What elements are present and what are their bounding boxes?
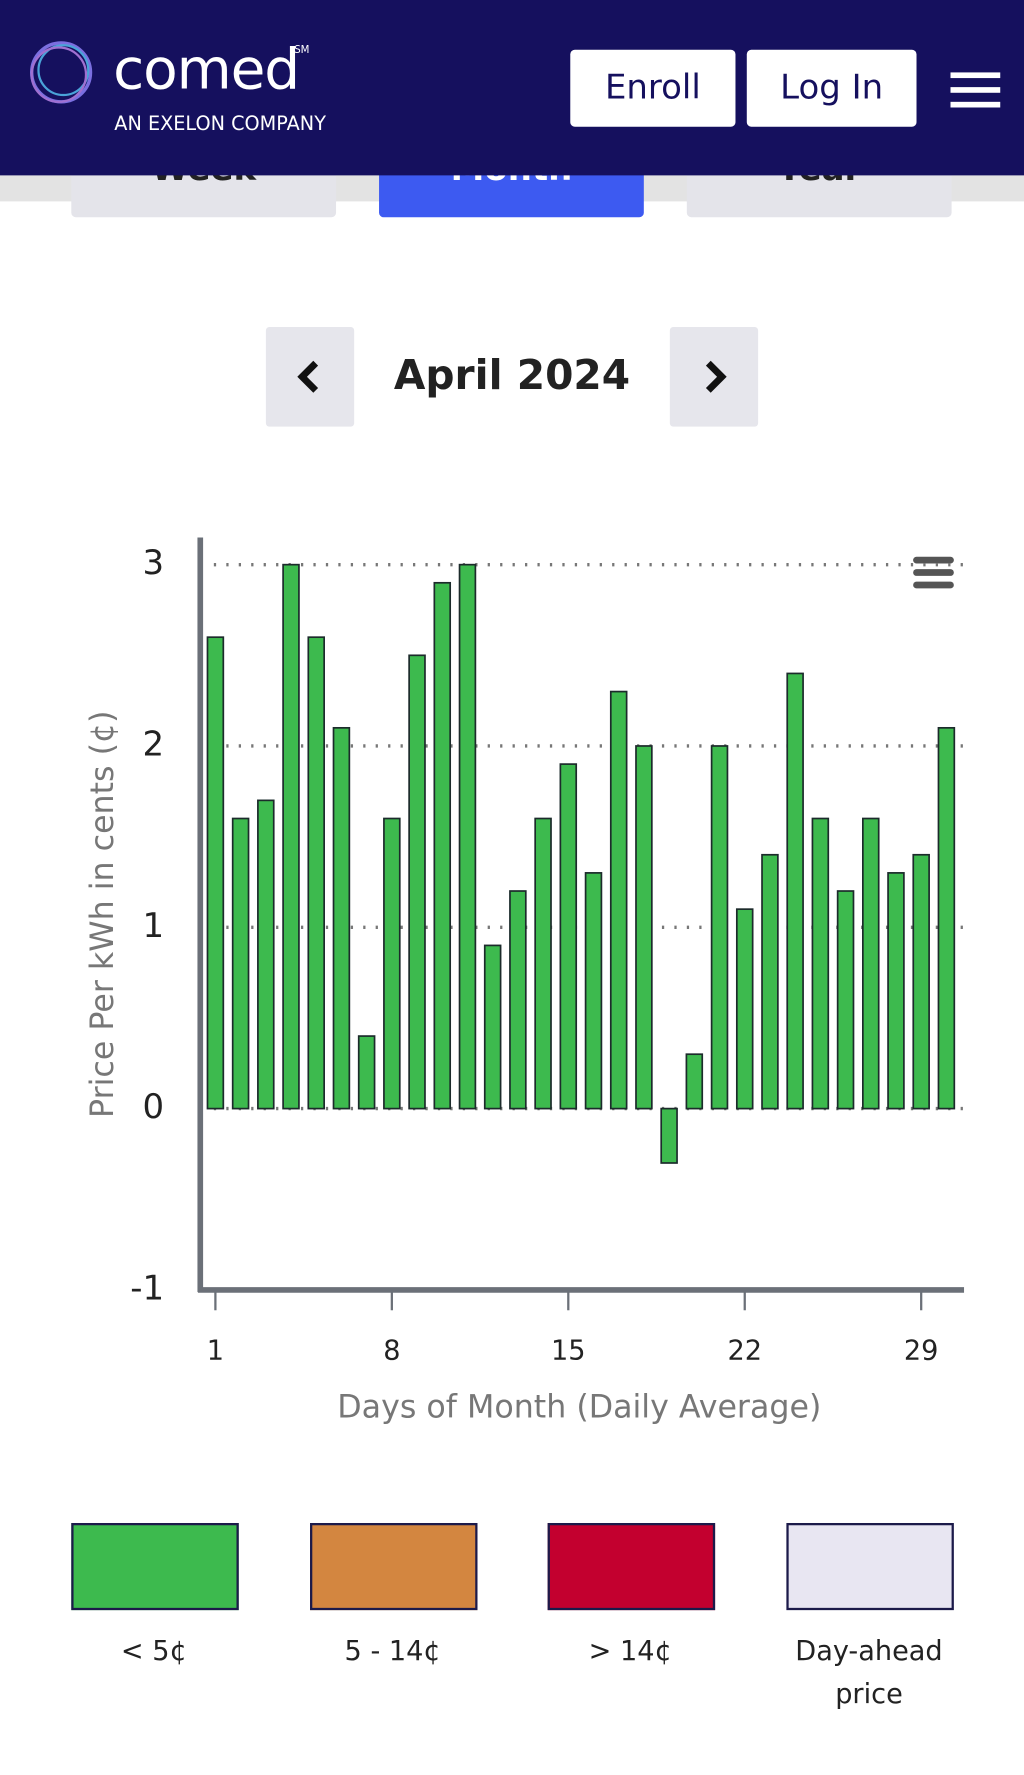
bar	[735, 908, 754, 1110]
bar	[862, 817, 880, 1110]
bar	[635, 745, 653, 1110]
bar	[786, 672, 804, 1110]
bar	[937, 726, 956, 1110]
bar	[408, 654, 426, 1110]
next-button[interactable]	[669, 327, 759, 427]
x-axis-label: Days of Month (Daily Average)	[337, 1390, 821, 1426]
x-tick-label: 29	[904, 1336, 939, 1367]
legend-label: Day-ahead price	[795, 1635, 943, 1710]
bar	[257, 799, 275, 1110]
bar	[383, 817, 401, 1110]
bar	[887, 872, 905, 1110]
bar	[433, 581, 452, 1110]
bar	[357, 1035, 376, 1110]
chart: Price Per kWh in cents (¢) Days of Month…	[85, 537, 965, 1426]
menu-icon[interactable]	[950, 70, 1002, 111]
login-button[interactable]: Log In	[746, 49, 917, 127]
bar	[231, 817, 250, 1110]
bar	[685, 1053, 704, 1110]
bar	[811, 817, 830, 1110]
bar	[584, 872, 603, 1110]
y-axis-label: Price Per kWh in cents (¢)	[85, 711, 121, 1118]
legend-label: 5 - 14¢	[344, 1635, 441, 1667]
period-title: April 2024	[393, 353, 631, 400]
legend-swatch	[71, 1522, 239, 1611]
tagline: AN EXELON COMPANY	[114, 113, 326, 136]
bar	[509, 890, 527, 1110]
enroll-button[interactable]: Enroll	[570, 49, 736, 127]
bar	[559, 763, 578, 1110]
logo-mark: SM	[294, 45, 310, 57]
bar	[660, 1107, 678, 1164]
y-tick-label: 3	[142, 543, 164, 583]
y-tick-label: -1	[130, 1268, 164, 1308]
y-tick-label: 1	[142, 906, 164, 946]
y-tick-label: 2	[142, 724, 164, 764]
legend-swatch	[786, 1522, 954, 1611]
bar	[206, 636, 225, 1110]
bar	[282, 563, 300, 1110]
x-tick-label: 1	[207, 1336, 224, 1367]
bar	[483, 944, 502, 1110]
bar	[307, 636, 325, 1110]
x-tick-label: 8	[383, 1336, 400, 1367]
y-tick-label: 0	[142, 1087, 164, 1127]
bar	[761, 853, 779, 1110]
x-tick-label: 15	[551, 1336, 586, 1367]
logo-icon	[29, 41, 93, 104]
logo-text: comed	[113, 36, 300, 102]
bar	[534, 817, 552, 1110]
x-tick-label: 22	[727, 1336, 762, 1367]
bar	[609, 690, 628, 1110]
bar	[710, 745, 729, 1110]
legend-swatch	[310, 1522, 478, 1611]
bar	[912, 853, 930, 1110]
header: comed SM AN EXELON COMPANY Enroll Log In	[0, 0, 1024, 176]
prev-button[interactable]	[265, 327, 355, 427]
bar	[836, 890, 855, 1110]
bar	[332, 726, 351, 1110]
legend-label: > 14¢	[588, 1635, 672, 1667]
legend-label: < 5¢	[120, 1635, 187, 1667]
legend-swatch	[547, 1522, 716, 1611]
chart-menu[interactable]	[913, 556, 954, 589]
bar	[458, 563, 477, 1110]
